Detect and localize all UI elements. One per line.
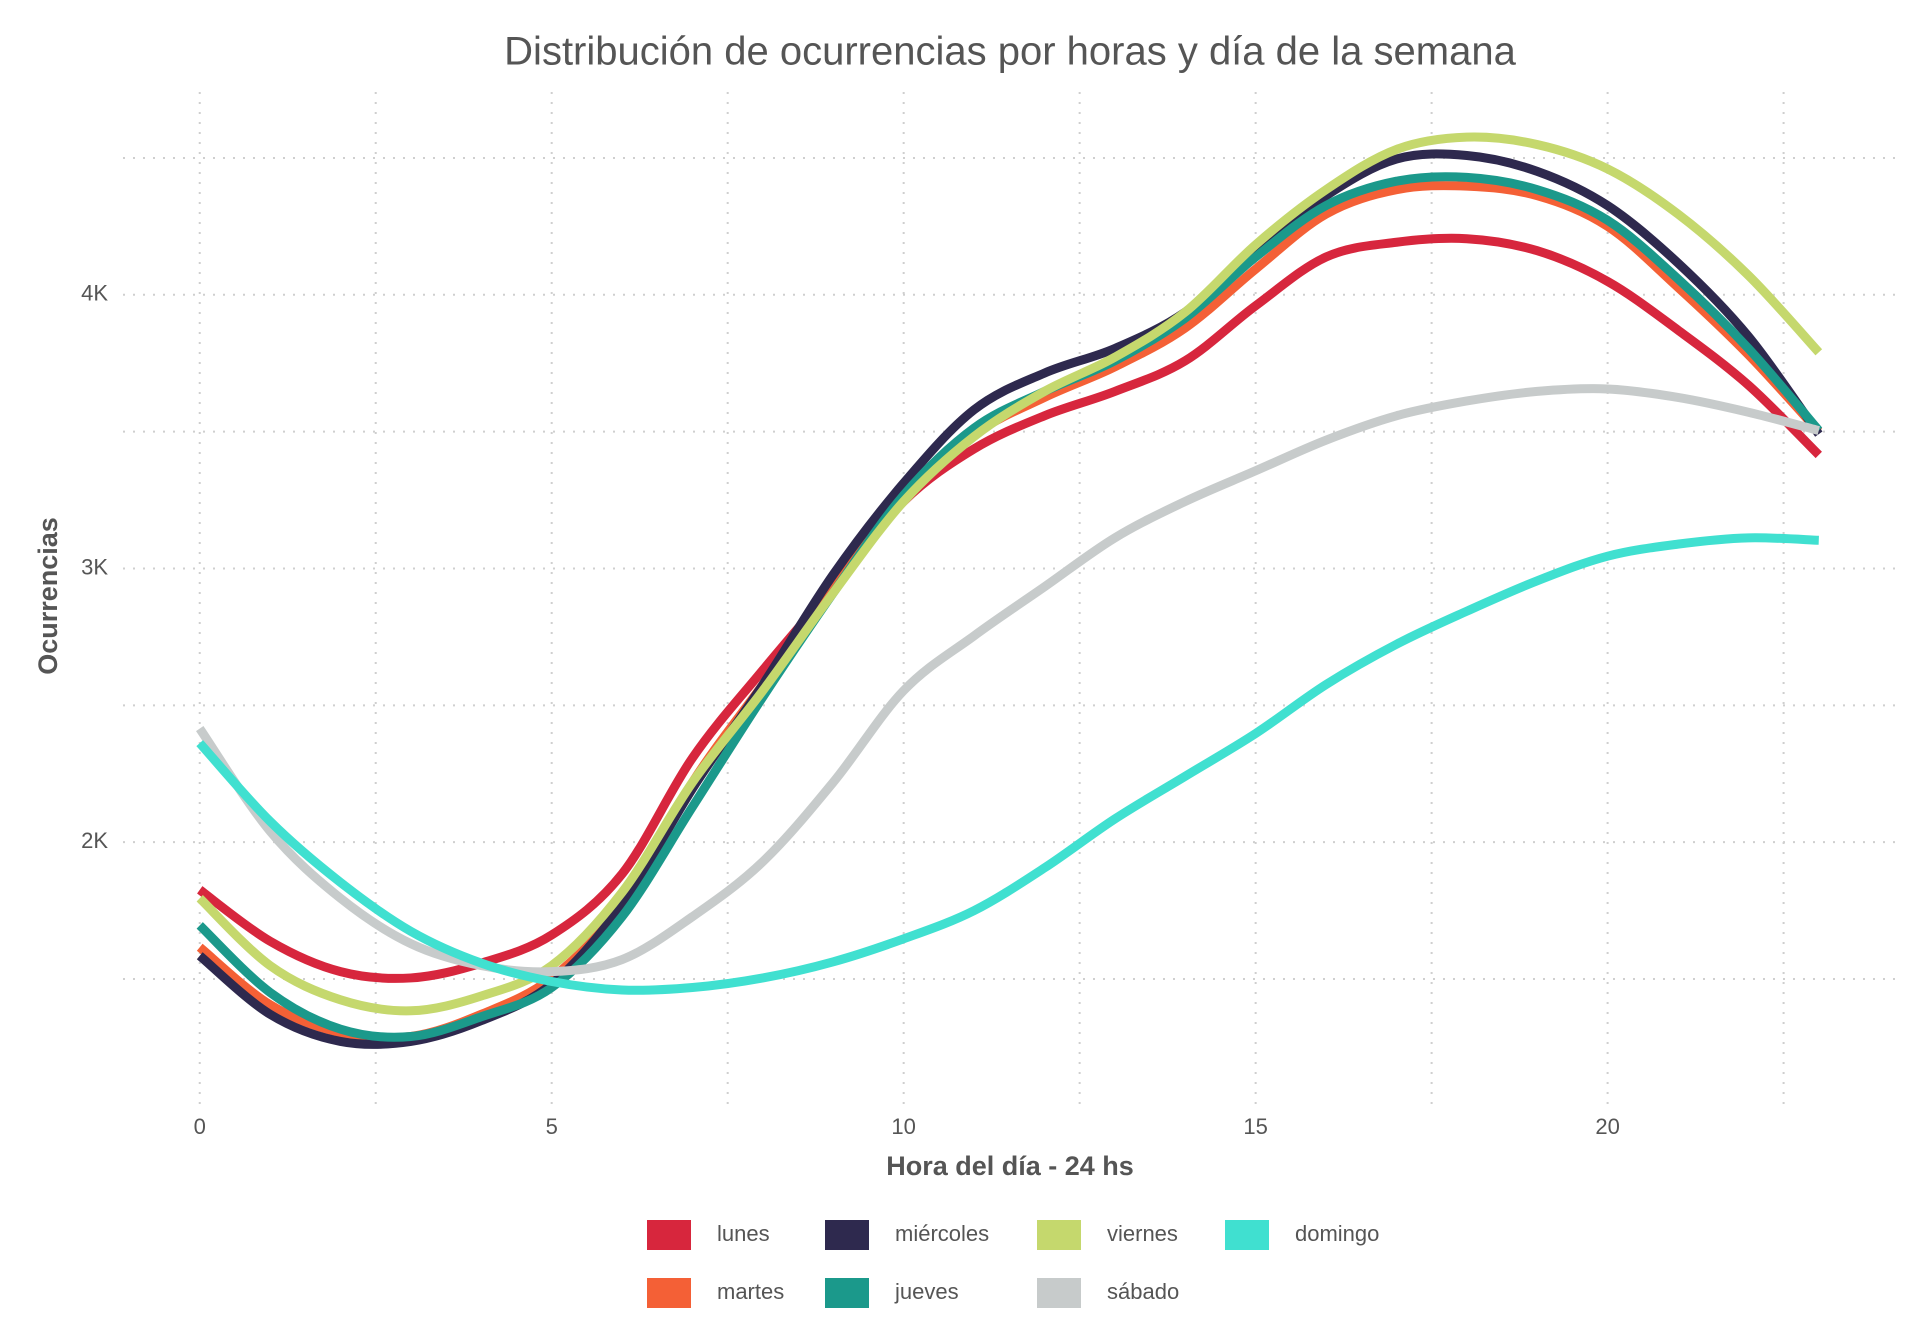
y-tick-label: 3K — [81, 554, 108, 579]
legend-label: domingo — [1295, 1221, 1379, 1246]
x-tick-label: 10 — [891, 1114, 915, 1139]
legend-key — [1225, 1220, 1269, 1250]
x-tick-label: 15 — [1243, 1114, 1267, 1139]
legend-label: miércoles — [895, 1221, 989, 1246]
legend-key — [825, 1220, 869, 1250]
legend-key — [825, 1278, 869, 1308]
x-tick-label: 0 — [194, 1114, 206, 1139]
x-axis-title: Hora del día - 24 hs — [886, 1151, 1134, 1181]
x-tick-label: 5 — [546, 1114, 558, 1139]
x-tick-label: 20 — [1595, 1114, 1619, 1139]
y-tick-label: 2K — [81, 828, 108, 853]
series-line — [196, 132, 1823, 1016]
series-line — [196, 149, 1823, 1049]
series-line — [196, 172, 1823, 1042]
legend-label: sábado — [1107, 1279, 1179, 1304]
legend-label: lunes — [717, 1221, 770, 1246]
legend-label: viernes — [1107, 1221, 1178, 1246]
legend-key — [647, 1278, 691, 1308]
legend-label: jueves — [894, 1279, 959, 1304]
legend-key — [1037, 1220, 1081, 1250]
legend-key — [647, 1220, 691, 1250]
legend-label: martes — [717, 1279, 784, 1304]
chart-title: Distribución de ocurrencias por horas y … — [504, 30, 1516, 74]
series-line — [196, 384, 1820, 977]
legend-key — [1037, 1278, 1081, 1308]
y-axis-title: Ocurrencias — [33, 517, 63, 675]
y-tick-label: 4K — [81, 281, 108, 306]
series-line — [196, 533, 1819, 995]
